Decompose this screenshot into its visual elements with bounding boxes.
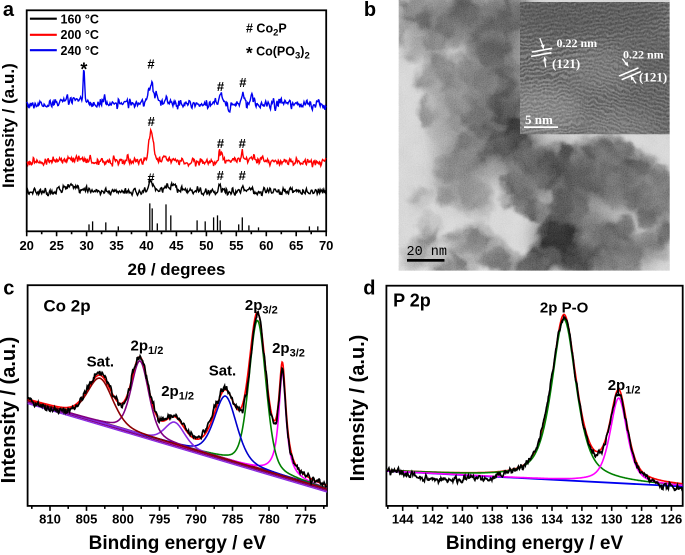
- svg-text:144: 144: [392, 512, 414, 527]
- svg-text:#: #: [217, 168, 225, 183]
- svg-text:805: 805: [76, 512, 98, 527]
- svg-text:780: 780: [258, 512, 280, 527]
- svg-text:Sat.: Sat.: [209, 363, 237, 380]
- svg-text:70: 70: [319, 238, 333, 253]
- svg-text:Intensity / (a.u.): Intensity / (a.u.): [347, 335, 369, 482]
- svg-text:140: 140: [452, 512, 474, 527]
- svg-text:#: #: [239, 168, 247, 183]
- svg-text:126: 126: [661, 512, 683, 527]
- svg-text:#: #: [217, 79, 225, 94]
- svg-text:*: *: [80, 60, 87, 80]
- svg-text:40: 40: [139, 238, 153, 253]
- svg-text:45: 45: [169, 238, 183, 253]
- svg-text:134: 134: [541, 512, 563, 527]
- svg-text:132: 132: [571, 512, 593, 527]
- svg-text:d: d: [363, 278, 375, 300]
- svg-text:160 °C: 160 °C: [61, 13, 99, 27]
- svg-text:810: 810: [39, 512, 61, 527]
- svg-text:Co 2p: Co 2p: [43, 297, 90, 316]
- svg-text:2θ / degrees: 2θ / degrees: [127, 260, 225, 279]
- svg-text:2p3/2: 2p3/2: [272, 340, 305, 360]
- svg-text:#: #: [147, 57, 155, 72]
- svg-text:P 2p: P 2p: [393, 291, 431, 311]
- svg-text:2p1/2: 2p1/2: [131, 338, 164, 358]
- svg-text:30: 30: [79, 238, 93, 253]
- svg-text:#: #: [148, 114, 156, 129]
- svg-text:775: 775: [295, 512, 317, 527]
- svg-text:b: b: [364, 0, 376, 21]
- svg-text:2p1/2: 2p1/2: [161, 383, 194, 403]
- svg-text:Intensity / (a.u.): Intensity / (a.u.): [0, 63, 18, 188]
- svg-text:2p P-O: 2p P-O: [540, 300, 589, 317]
- svg-text:35: 35: [109, 238, 123, 253]
- svg-text:790: 790: [185, 512, 207, 527]
- svg-text:(121): (121): [552, 56, 580, 71]
- svg-text:2p1/2: 2p1/2: [608, 377, 641, 397]
- svg-text:200 °C: 200 °C: [61, 28, 99, 42]
- svg-text:# Co2P: # Co2P: [246, 22, 287, 39]
- svg-text:0.22 nm: 0.22 nm: [557, 36, 598, 50]
- svg-text:#: #: [147, 171, 155, 186]
- svg-text:Intensity / (a.u.): Intensity / (a.u.): [0, 337, 20, 484]
- svg-text:#: #: [217, 136, 225, 151]
- svg-text:25: 25: [49, 238, 63, 253]
- svg-text:142: 142: [422, 512, 444, 527]
- svg-text:c: c: [3, 277, 14, 299]
- svg-text:795: 795: [149, 512, 171, 527]
- svg-text:60: 60: [259, 238, 273, 253]
- svg-text:Sat.: Sat.: [87, 354, 115, 371]
- svg-text:a: a: [3, 0, 15, 21]
- svg-text:#: #: [239, 136, 247, 151]
- svg-text:0.22 nm: 0.22 nm: [623, 48, 664, 62]
- svg-text:136: 136: [511, 512, 533, 527]
- svg-text:240 °C: 240 °C: [61, 44, 99, 58]
- svg-text:5 nm: 5 nm: [525, 112, 553, 127]
- svg-text:#: #: [239, 75, 247, 90]
- svg-text:800: 800: [112, 512, 134, 527]
- svg-text:50: 50: [199, 238, 213, 253]
- svg-text:2p3/2: 2p3/2: [245, 297, 278, 317]
- svg-text:(121): (121): [639, 70, 667, 85]
- svg-text:20 nm: 20 nm: [407, 245, 448, 260]
- svg-text:785: 785: [222, 512, 244, 527]
- svg-text:128: 128: [631, 512, 653, 527]
- svg-text:130: 130: [601, 512, 623, 527]
- svg-text:20: 20: [19, 238, 33, 253]
- svg-text:65: 65: [289, 238, 303, 253]
- svg-text:55: 55: [229, 238, 243, 253]
- svg-text:Binding energy / eV: Binding energy / eV: [446, 533, 624, 554]
- svg-text:Binding energy / eV: Binding energy / eV: [89, 533, 267, 554]
- svg-text:* Co(PO3)2: * Co(PO3)2: [246, 44, 310, 63]
- svg-text:138: 138: [481, 512, 503, 527]
